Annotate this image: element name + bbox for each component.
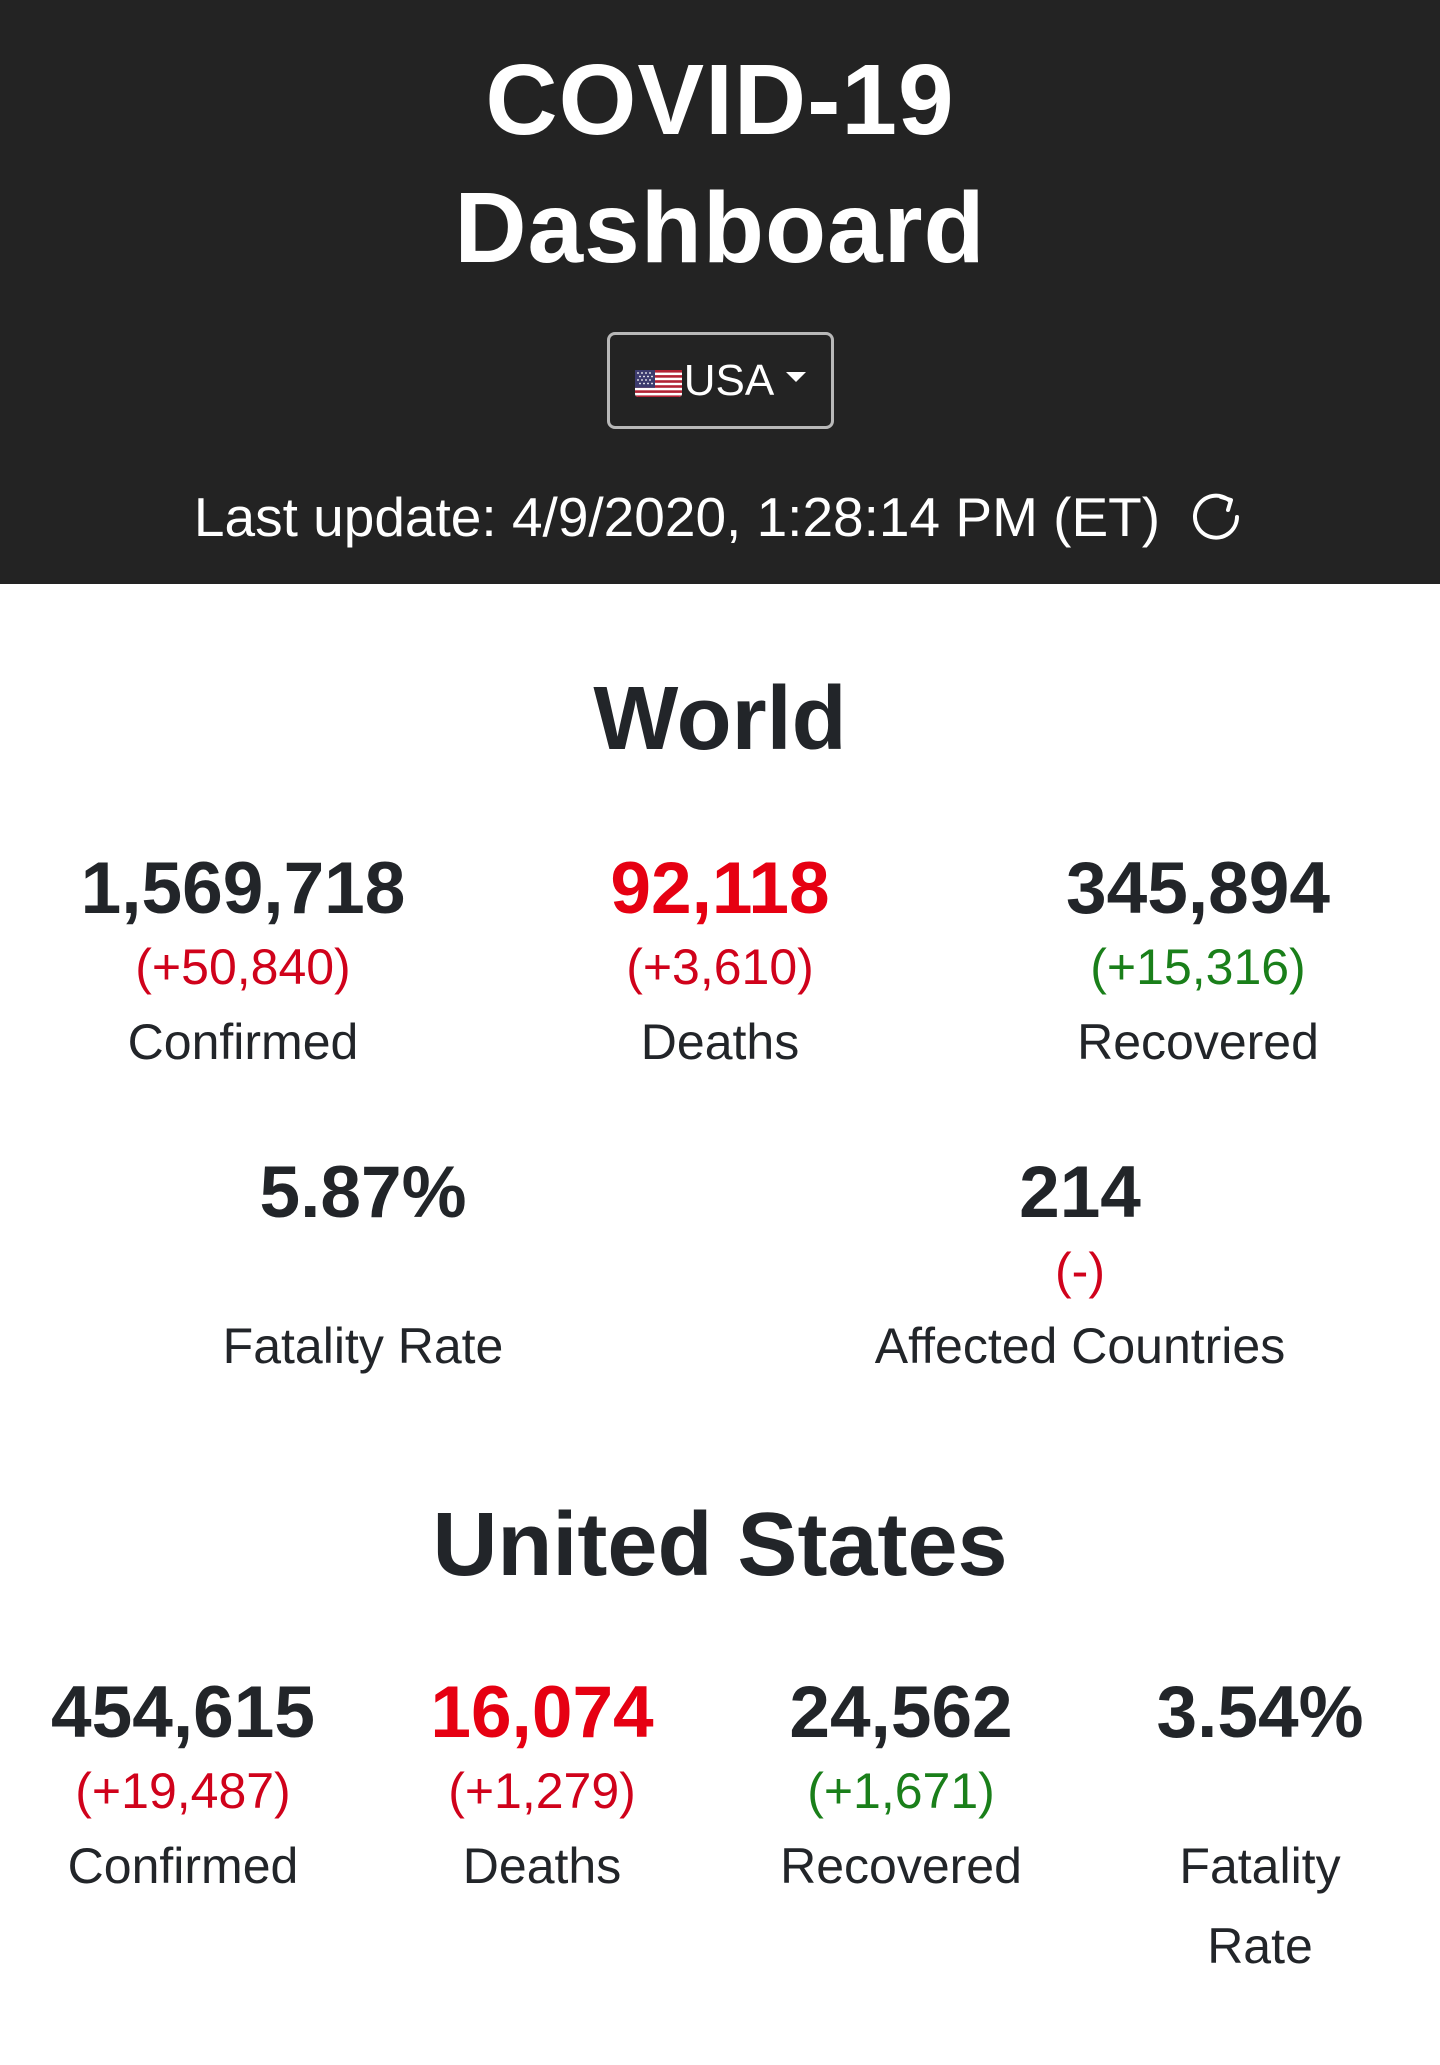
- world-countries-value: 214: [1019, 1152, 1141, 1233]
- world-deaths-value: 92,118: [610, 848, 830, 929]
- refresh-icon[interactable]: [1186, 487, 1246, 547]
- country-select-dropdown[interactable]: USA: [607, 332, 834, 429]
- us-recovered-stat: 24,562 (+1,671) Recovered: [721, 1670, 1081, 1906]
- dashboard-header: COVID-19 Dashboard: [0, 0, 1440, 584]
- world-countries-delta: (-): [1055, 1243, 1105, 1299]
- us-confirmed-stat: 454,615 (+19,487) Confirmed: [3, 1670, 363, 1906]
- world-countries-label: Affected Countries: [874, 1318, 1286, 1374]
- world-deaths-stat: 92,118 (+3,610) Deaths: [500, 846, 940, 1082]
- world-confirmed-stat: 1,569,718 (+50,840) Confirmed: [23, 846, 463, 1082]
- us-recovered-label: Recovered: [780, 1838, 1022, 1894]
- world-confirmed-value: 1,569,718: [80, 848, 406, 929]
- us-recovered-value: 24,562: [789, 1672, 1013, 1753]
- caret-down-icon: [786, 371, 807, 382]
- us-fatality-delta-spacer: [1080, 1756, 1440, 1826]
- us-fatality-stat: 3.54% Fatality Rate: [1080, 1670, 1440, 1986]
- world-deaths-label: Deaths: [640, 1014, 800, 1070]
- world-deaths-delta: (+3,610): [626, 939, 814, 995]
- us-confirmed-value: 454,615: [51, 1672, 315, 1753]
- country-select-value: USA: [683, 355, 775, 405]
- world-recovered-stat: 345,894 (+15,316) Recovered: [978, 846, 1418, 1082]
- us-deaths-value: 16,074: [430, 1672, 654, 1753]
- title-line-1: COVID-19: [485, 44, 955, 156]
- us-confirmed-delta: (+19,487): [75, 1763, 291, 1819]
- us-recovered-delta: (+1,671): [807, 1763, 995, 1819]
- world-recovered-label: Recovered: [1077, 1014, 1319, 1070]
- world-section-title: World: [593, 669, 847, 769]
- stats-content: World 1,569,718 (+50,840) Confirmed 92,1…: [3, 584, 1437, 2065]
- us-deaths-delta: (+1,279): [448, 1763, 636, 1819]
- us-deaths-label: Deaths: [462, 1838, 622, 1894]
- world-fatality-value: 5.87%: [259, 1152, 467, 1233]
- world-fatality-stat: 5.87% Fatality Rate: [63, 1150, 663, 1386]
- world-recovered-delta: (+15,316): [1090, 939, 1306, 995]
- us-fatality-label-line2: Rate: [1207, 1918, 1313, 1974]
- us-flag-icon: [634, 364, 682, 397]
- us-confirmed-label: Confirmed: [67, 1838, 299, 1894]
- world-fatality-label: Fatality Rate: [222, 1318, 504, 1374]
- world-recovered-value: 345,894: [1066, 848, 1330, 929]
- us-fatality-label-line1: Fatality: [1179, 1838, 1341, 1894]
- world-fatality-delta-spacer: [63, 1236, 663, 1306]
- last-update-text: Last update: 4/9/2020, 1:28:14 PM (ET): [193, 486, 1161, 548]
- page-title: COVID-19 Dashboard: [0, 36, 1440, 292]
- world-confirmed-label: Confirmed: [127, 1014, 359, 1070]
- us-deaths-stat: 16,074 (+1,279) Deaths: [362, 1670, 722, 1906]
- title-line-2: Dashboard: [454, 172, 986, 284]
- us-section-title: United States: [432, 1495, 1008, 1595]
- world-countries-stat: 214 (-) Affected Countries: [780, 1150, 1380, 1386]
- world-confirmed-delta: (+50,840): [135, 939, 351, 995]
- us-fatality-value: 3.54%: [1156, 1672, 1364, 1753]
- last-update-row: Last update: 4/9/2020, 1:28:14 PM (ET): [0, 482, 1440, 552]
